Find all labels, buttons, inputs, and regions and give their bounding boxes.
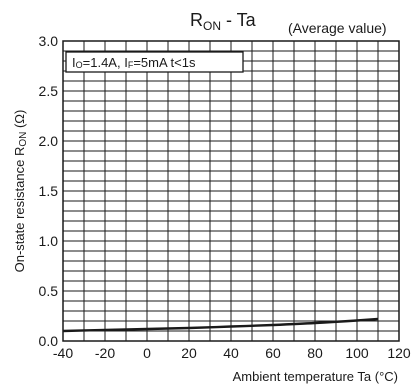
x-tick-label: 60 bbox=[265, 345, 281, 361]
ylabel-sub: ON bbox=[18, 132, 29, 147]
y-tick-labels: 0.0 0.5 1.0 1.5 2.0 2.5 3.0 bbox=[39, 33, 59, 349]
chart-title: RON - Ta bbox=[190, 10, 257, 33]
title-rest: - Ta bbox=[221, 10, 257, 30]
condition-text: IO=1.4A, IF=5mA t<1s bbox=[72, 55, 196, 70]
y-axis-label: On-state resistance RON (Ω) bbox=[12, 110, 29, 273]
y-tick-label: 0.0 bbox=[39, 333, 59, 349]
x-tick-label: 20 bbox=[181, 345, 197, 361]
title-main: R bbox=[190, 10, 203, 30]
ylabel-pre: On-state resistance R bbox=[12, 147, 27, 273]
x-tick-label: -20 bbox=[95, 345, 115, 361]
ylabel-post: (Ω) bbox=[12, 110, 27, 132]
x-tick-labels: -40 -20 0 20 40 60 80 100 120 bbox=[53, 345, 411, 361]
title-note: (Average value) bbox=[288, 20, 387, 36]
x-tick-label: -40 bbox=[53, 345, 73, 361]
cond-io-main: I bbox=[72, 55, 76, 70]
title-subscript: ON bbox=[203, 19, 221, 33]
y-tick-label: 2.0 bbox=[39, 133, 59, 149]
y-tick-label: 0.5 bbox=[39, 283, 59, 299]
x-tick-label: 0 bbox=[143, 345, 151, 361]
plot-frame bbox=[62, 40, 400, 342]
x-axis-label: Ambient temperature Ta (°C) bbox=[233, 369, 398, 384]
y-tick-label: 3.0 bbox=[39, 33, 59, 49]
x-tick-label: 40 bbox=[223, 345, 239, 361]
x-tick-label: 120 bbox=[387, 345, 411, 361]
cond-if-val: =5mA t<1s bbox=[133, 55, 196, 70]
y-tick-label: 1.5 bbox=[39, 183, 59, 199]
x-tick-label: 100 bbox=[345, 345, 369, 361]
cond-if-main: I bbox=[124, 55, 128, 70]
grid bbox=[63, 41, 399, 341]
x-tick-label: 80 bbox=[307, 345, 323, 361]
series-line bbox=[62, 317, 379, 333]
y-tick-label: 2.5 bbox=[39, 83, 59, 99]
cond-io-sub: O bbox=[76, 60, 83, 70]
condition-box bbox=[65, 51, 244, 73]
y-tick-label: 1.0 bbox=[39, 233, 59, 249]
cond-io-val: =1.4A, bbox=[83, 55, 125, 70]
cond-if-sub: F bbox=[128, 60, 134, 70]
